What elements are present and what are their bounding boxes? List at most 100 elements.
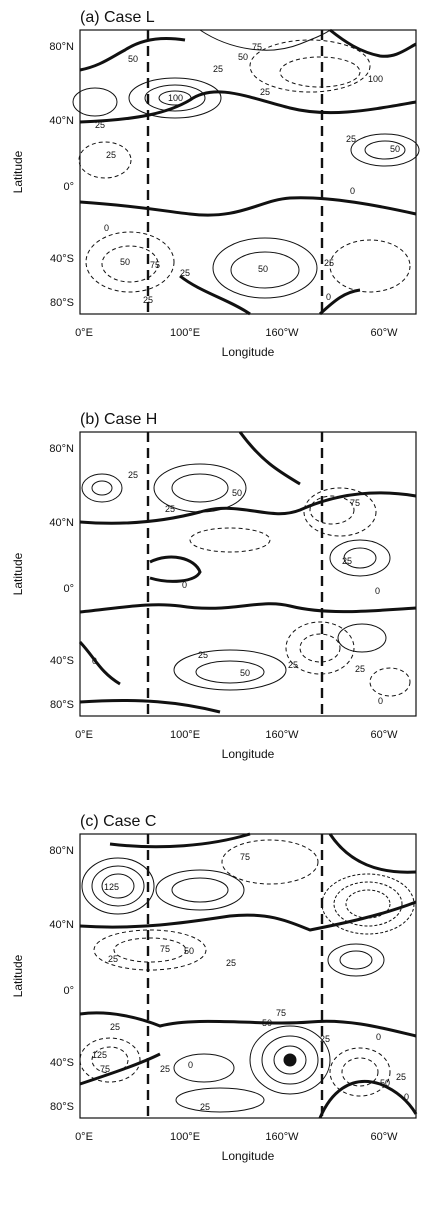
plot-frame	[79, 29, 417, 315]
contour-map-c: (c) Case C 75 125 75 50	[11, 813, 418, 1163]
y-tick-label: 0°	[63, 985, 74, 997]
x-tick-label: 160°W	[265, 1131, 299, 1143]
contour-label: 25	[165, 504, 175, 514]
contour-label: 0	[350, 186, 355, 196]
plot-frame	[79, 833, 417, 1119]
panel-case-h: (b) Case H 25 50 25 75 25 0 0 0 25 50	[0, 402, 422, 804]
x-tick-label: 160°W	[265, 327, 299, 339]
y-tick-label: 80°N	[49, 845, 74, 857]
contour-label: 125	[92, 1050, 107, 1060]
contour-label: 75	[240, 852, 250, 862]
contour-label: 25	[128, 470, 138, 480]
negative-contour	[345, 889, 391, 919]
y-tick-label: 80°S	[50, 297, 74, 309]
contour-label: 75	[350, 498, 360, 508]
x-tick-label: 0°E	[75, 729, 93, 741]
y-tick-label: 0°	[63, 181, 74, 193]
panel-title: (a) Case L	[80, 9, 155, 26]
positive-contour	[230, 251, 300, 289]
positive-contour	[261, 1035, 319, 1085]
positive-contour	[158, 90, 192, 106]
contour-label: 25	[288, 660, 298, 670]
positive-contour	[91, 480, 113, 496]
positive-contour	[101, 873, 135, 899]
x-tick-label: 100°E	[170, 1131, 200, 1143]
contour-label: 50	[120, 257, 130, 267]
negative-contour	[299, 633, 341, 663]
contour-label: 25	[324, 258, 334, 268]
contour-label: 50	[380, 1078, 390, 1088]
contour-label: 0	[326, 292, 331, 302]
positive-contour	[153, 463, 247, 513]
contour-label: 75	[160, 944, 170, 954]
positive-contour	[364, 140, 406, 160]
contour-label: 100	[368, 74, 383, 84]
positive-contour	[72, 87, 118, 117]
positive-contour	[337, 623, 387, 653]
contour-label: 0	[182, 580, 187, 590]
zero-contour	[78, 640, 121, 686]
x-tick-label: 0°E	[75, 327, 93, 339]
contour-label: 75	[276, 1008, 286, 1018]
contour-label: 75	[100, 1064, 110, 1074]
contour-label: 25	[213, 64, 223, 74]
contour-label: 25	[260, 87, 270, 97]
contour-label: 25	[95, 120, 105, 130]
panel-title: (c) Case C	[80, 813, 156, 830]
positive-contour	[81, 857, 155, 915]
positive-contour	[283, 1053, 297, 1067]
contour-label: 0	[378, 696, 383, 706]
zero-contour	[329, 28, 417, 58]
contour-label: 25	[160, 1064, 170, 1074]
contour-label: 25	[106, 150, 116, 160]
y-tick-label: 40°N	[49, 919, 74, 931]
positive-contour	[327, 943, 385, 977]
positive-contour	[195, 660, 265, 684]
zero-contour	[79, 36, 186, 72]
contour-label: 25	[396, 1072, 406, 1082]
negative-contour	[101, 245, 159, 283]
contour-label: 50	[238, 52, 248, 62]
panel-case-l: (a) Case L	[0, 0, 422, 402]
contour-label: 25	[110, 1022, 120, 1032]
negative-contour	[85, 231, 175, 293]
y-tick-label: 40°S	[50, 253, 74, 265]
negative-contour	[285, 621, 355, 675]
y-tick-label: 40°S	[50, 655, 74, 667]
zero-contour	[79, 196, 417, 217]
positive-contour	[144, 84, 206, 112]
positive-contour	[343, 547, 377, 569]
contour-label: 25	[346, 134, 356, 144]
negative-contour	[189, 527, 271, 553]
contour-label: 75	[150, 260, 160, 270]
zero-contour	[179, 274, 251, 316]
y-axis-label: Latitude	[11, 954, 25, 997]
contour-label: 25	[200, 1102, 210, 1112]
contour-map-a: (a) Case L	[11, 9, 420, 359]
contour-label: 100	[168, 93, 183, 103]
contour-label: 25	[198, 650, 208, 660]
contour-label: 50	[232, 488, 242, 498]
x-axis-label: Longitude	[222, 747, 275, 761]
panel-case-c: (c) Case C 75 125 75 50	[0, 804, 422, 1206]
contour-label: 0	[404, 1092, 409, 1102]
contour-label: 0	[376, 1032, 381, 1042]
negative-contour	[329, 1047, 391, 1097]
panel-title: (b) Case H	[80, 411, 157, 428]
negative-contour	[93, 929, 207, 971]
contour-label: 125	[104, 882, 119, 892]
positive-contour	[171, 473, 229, 503]
contour-label: 25	[180, 268, 190, 278]
zero-contour	[328, 833, 417, 874]
negative-contour	[113, 937, 187, 963]
zero-contour	[79, 698, 221, 714]
x-tick-label: 60°W	[370, 1131, 398, 1143]
zero-contour	[149, 555, 202, 583]
positive-contour	[128, 77, 222, 119]
negative-contour	[369, 667, 411, 697]
y-tick-label: 40°N	[49, 115, 74, 127]
negative-contour	[333, 881, 403, 927]
contour-label: 50	[390, 144, 400, 154]
contour-label: 50	[184, 946, 194, 956]
y-tick-label: 80°N	[49, 443, 74, 455]
